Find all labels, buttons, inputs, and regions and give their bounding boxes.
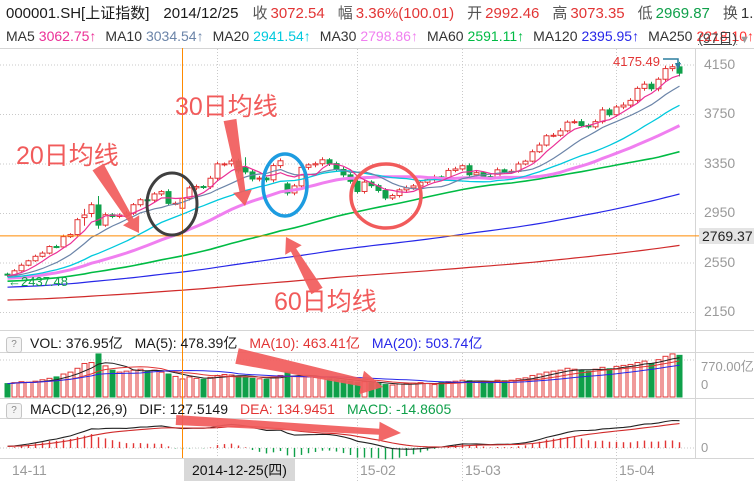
- high-pointer-arrow: [663, 58, 679, 64]
- candlesticks: [4, 61, 683, 277]
- ma-label: MA30: [319, 28, 357, 44]
- macd-stat: MACD: -14.8605: [346, 401, 452, 417]
- ma-value: 2591.11↑: [467, 28, 525, 44]
- highest-price-label: 4175.49: [613, 54, 660, 69]
- ma-value: 3062.75↑: [38, 28, 97, 44]
- quote-field-label: 低: [637, 5, 653, 22]
- help-icon[interactable]: ?: [6, 403, 22, 419]
- arrow-ma20: [92, 163, 140, 233]
- help-icon[interactable]: ?: [6, 337, 22, 353]
- ma-label: MA10: [105, 28, 142, 44]
- quote-field-label: 开: [467, 5, 483, 22]
- quote-field-label: 高: [552, 5, 568, 22]
- ma-value: 2941.54↑: [253, 28, 311, 44]
- volume-stat: MA(10): 463.41亿: [249, 335, 360, 351]
- annotation-ma60: 60日均线: [274, 288, 377, 316]
- quote-field-value: 2969.87: [655, 5, 710, 22]
- high-pointer-arrowhead: [675, 63, 681, 70]
- volume-stat: VOL: 376.95亿: [30, 335, 123, 351]
- macd-plot: [6, 419, 681, 460]
- quote-fields: 收 3072.54 幅 3.36%(100.01) 开 2992.46 高 3073.35 低 2…: [252, 5, 754, 22]
- arrow-macd-trend: [175, 415, 401, 442]
- volume-stat: MA(5): 478.39亿: [134, 335, 238, 351]
- macd-stat: DIF: 127.5149: [139, 401, 228, 417]
- x-tick: 15-04: [619, 462, 655, 478]
- price-tick: 3750: [704, 105, 736, 121]
- macd-zero-tick: 0: [701, 440, 709, 455]
- macd-header: ? MACD(12,26,9) DIF: 127.5149 DEA: 134.9451…: [6, 401, 463, 419]
- annotation-ma30: 30日均线: [175, 93, 278, 121]
- panel-borders: [0, 48, 754, 459]
- price-tick: 3350: [704, 155, 736, 171]
- gridlines: [0, 49, 695, 482]
- chevron-down-icon: ▼: [739, 34, 750, 46]
- arrow-volume-trend: [235, 348, 383, 395]
- period-label: (97日): [698, 30, 738, 46]
- quote-field-value: 3.36%(100.01): [355, 5, 455, 22]
- crosshair-date-label: 2014-12-25(四): [184, 459, 295, 481]
- ma-lines: [7, 74, 681, 301]
- crosshair: [0, 48, 706, 458]
- price-tick: 2950: [704, 204, 736, 220]
- quote-header: 000001.SH[上证指数] 2014/12/25 收 3072.54 幅 3.36%(…: [6, 2, 754, 22]
- volume-values: VOL: 376.95亿 MA(5): 478.39亿 MA(10): 463.41…: [30, 335, 494, 351]
- quote-date: 2014/12/25: [163, 5, 239, 22]
- ma-value: 3034.54↑: [145, 28, 204, 44]
- arrow-ma60: [285, 237, 323, 295]
- circle-annotation-red: [349, 162, 423, 230]
- ma-label: MA60: [426, 28, 464, 44]
- volume-max-tick: 770.00亿: [701, 359, 754, 374]
- ma-label: MA250: [648, 28, 693, 44]
- price-tick: 4150: [704, 56, 736, 72]
- quote-field-value: 3072.54: [270, 5, 325, 22]
- crosshair-price-label: 2769.37: [699, 228, 754, 244]
- volume-header: ? VOL: 376.95亿 MA(5): 478.39亿 MA(10): 463.4…: [6, 333, 494, 353]
- quote-field-value: 1.52%: [740, 5, 754, 22]
- annotation-ma20: 20日均线: [16, 142, 119, 170]
- quote-field-value: 3073.35: [570, 5, 625, 22]
- ma-value: 2218.10↑: [696, 28, 754, 44]
- circle-annotation-blue: [261, 152, 309, 218]
- ma-values-bar: MA5 3062.75↑ MA10 3034.54↑ MA20 2941.54↑ MA30 2…: [6, 28, 754, 46]
- quote-field-label: 幅: [337, 5, 353, 22]
- quote-field-value: 2992.46: [485, 5, 540, 22]
- x-tick: 15-02: [360, 462, 396, 478]
- x-tick: 14-11: [12, 462, 47, 478]
- macd-stat: DEA: 134.9451: [240, 401, 335, 417]
- x-tick: 15-03: [465, 462, 501, 478]
- price-tick: 2150: [704, 303, 736, 319]
- ma-value: 2798.86↑: [360, 28, 418, 44]
- macd-stat: MACD(12,26,9): [30, 401, 128, 417]
- circle-annotation-dark: [145, 171, 199, 237]
- period-selector[interactable]: (97日) ▼: [698, 28, 750, 48]
- ma-label: MA20: [212, 28, 250, 44]
- ma-label: MA5: [6, 28, 35, 44]
- symbol-name: 000001.SH[上证指数]: [6, 5, 150, 22]
- volume-zero-tick: 0: [701, 377, 709, 392]
- volume-stat: MA(20): 503.74亿: [371, 335, 483, 351]
- ma-items: MA5 3062.75↑ MA10 3034.54↑ MA20 2941.54↑ MA30 2…: [6, 28, 754, 44]
- quote-field-label: 换: [722, 5, 738, 22]
- ma-label: MA120: [533, 28, 578, 44]
- quote-field-label: 收: [252, 5, 268, 22]
- price-tick: 2550: [704, 254, 736, 270]
- lowest-price-label: ←2437.48: [8, 274, 68, 289]
- arrow-ma30: [223, 118, 252, 206]
- ma-value: 2395.95↑: [581, 28, 640, 44]
- macd-values: MACD(12,26,9) DIF: 127.5149 DEA: 134.9451 M…: [30, 401, 463, 417]
- volume-bars: [4, 353, 683, 398]
